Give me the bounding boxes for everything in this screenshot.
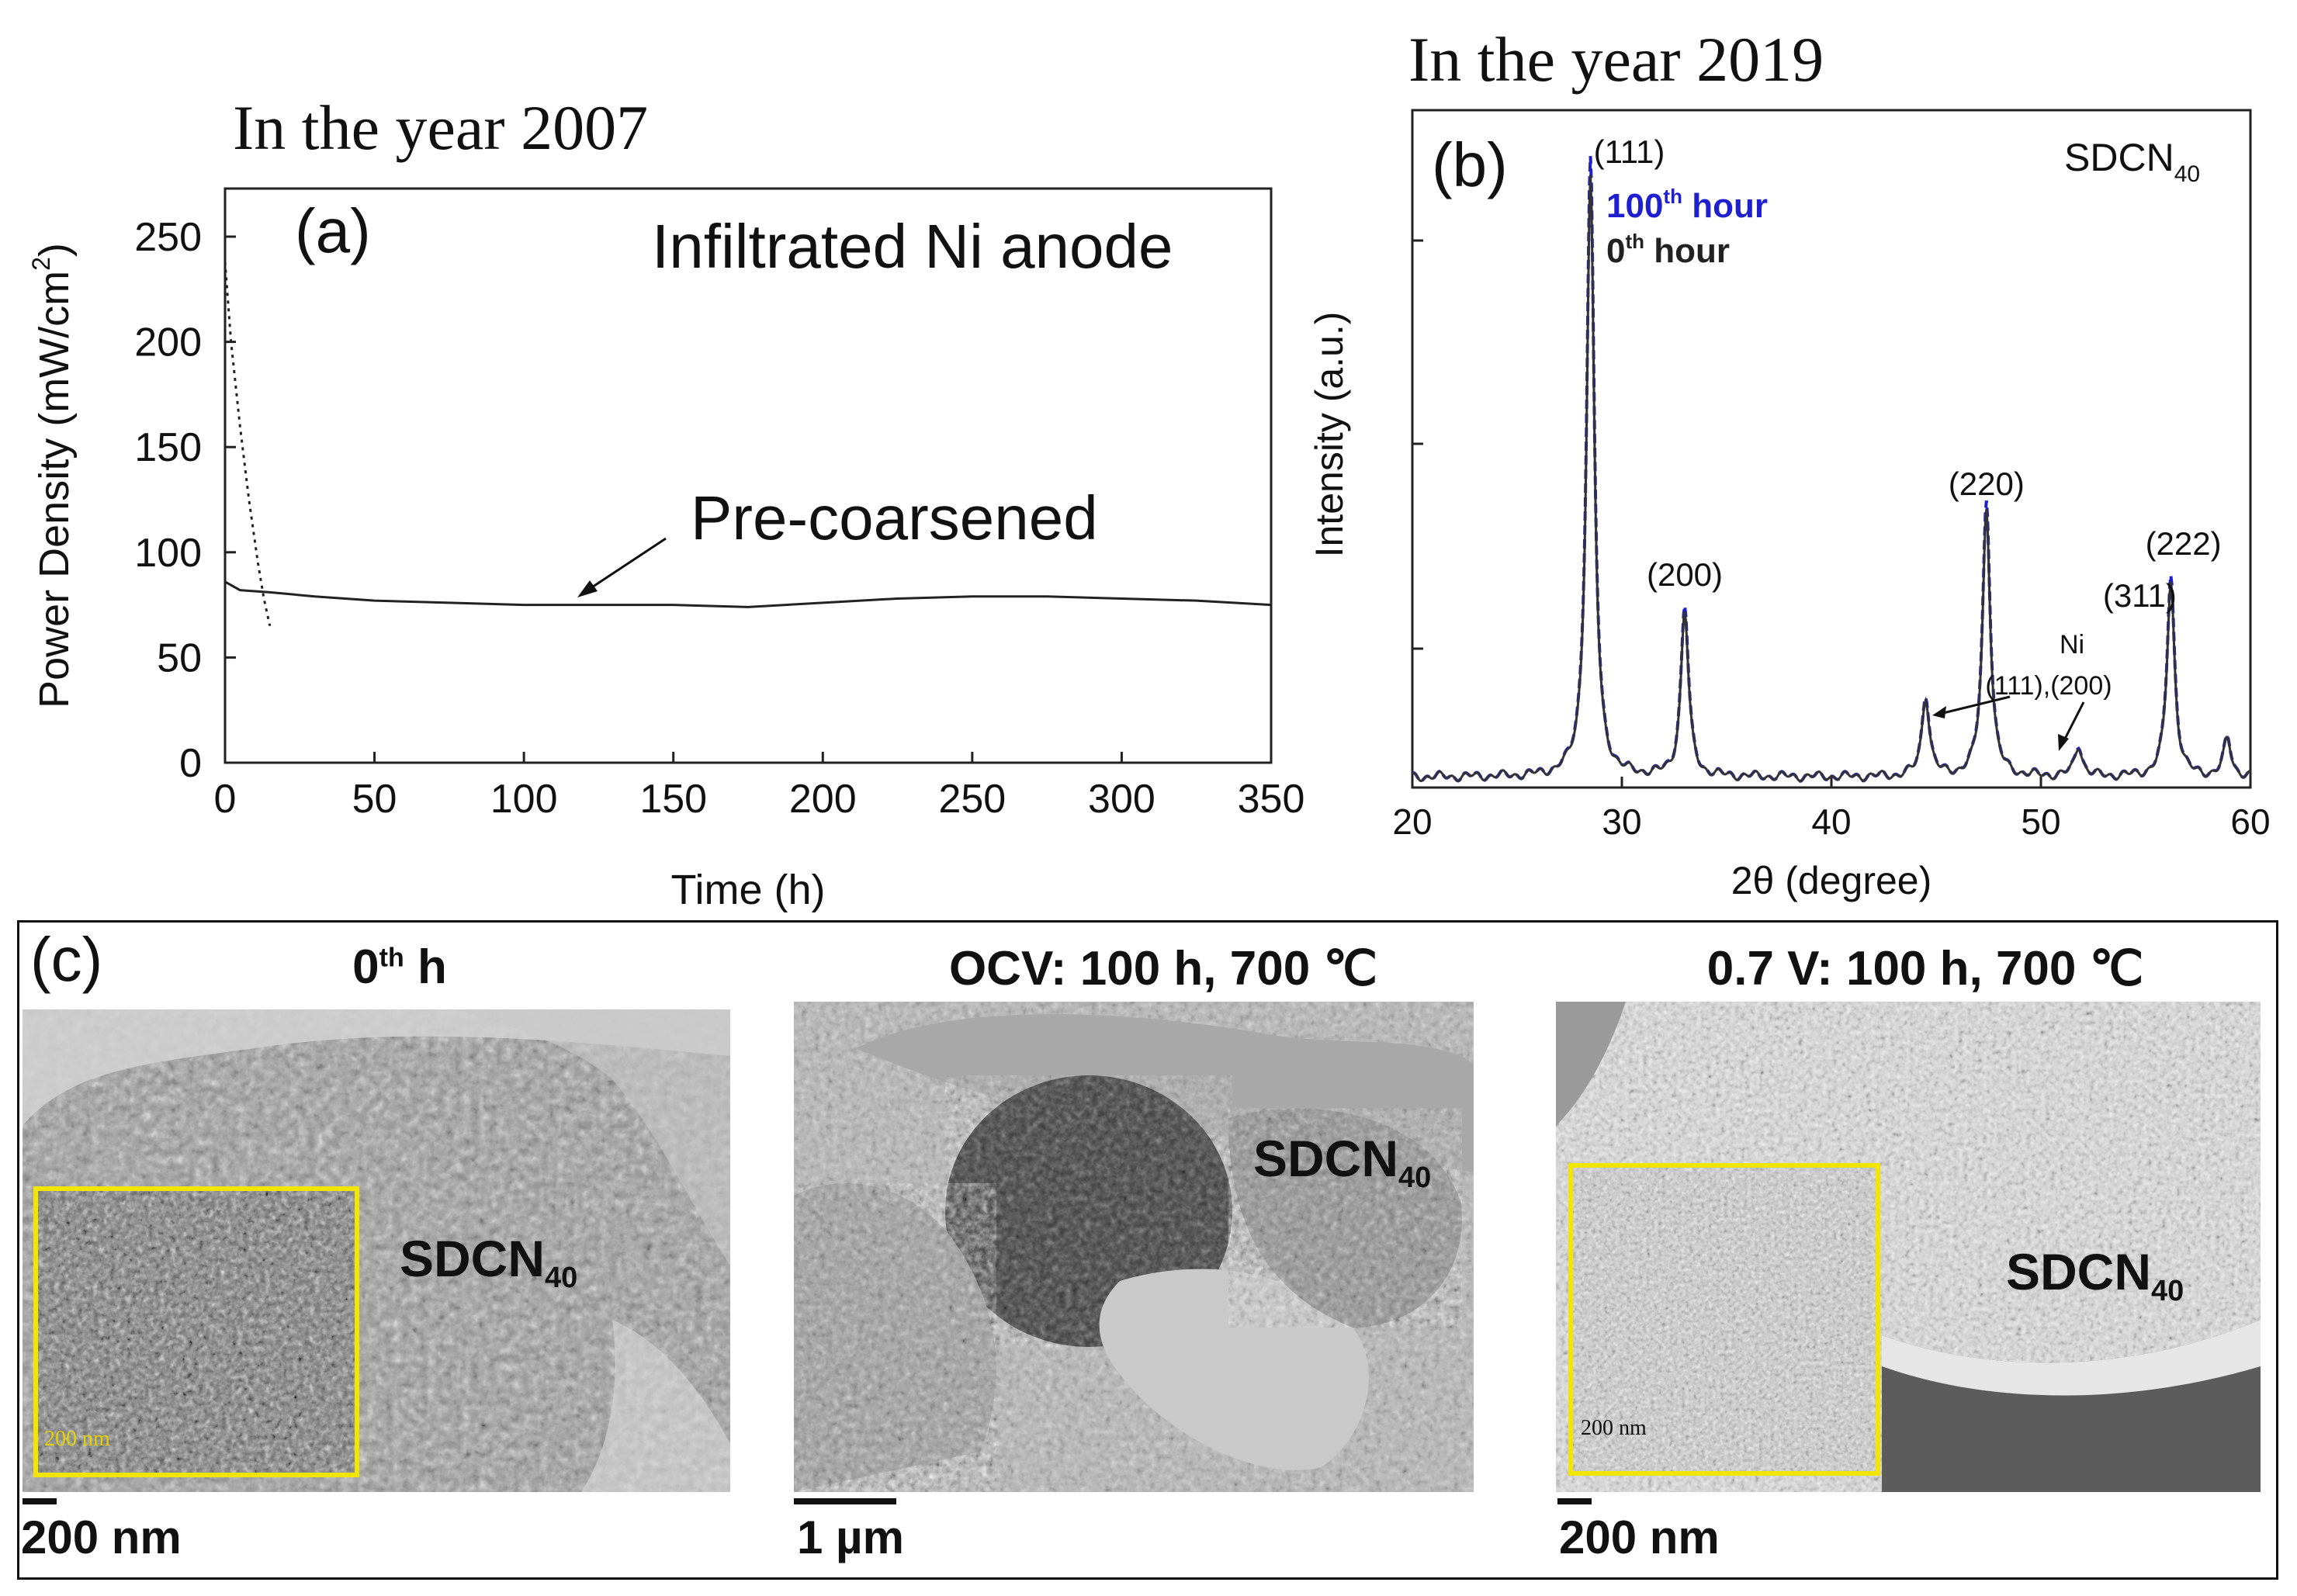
legend-100th-hour: 100th hour: [1606, 185, 1768, 225]
panel-a-chart: 0 50 100 150 200 250 300 350 0 50 100 150 200 250 (a)…: [27, 187, 1304, 913]
sem-3-title: 0.7 V: 100 h, 700 ℃: [1706, 942, 2144, 995]
a-series-pre-coarsened: [224, 580, 1272, 608]
ni-label: Ni: [2060, 630, 2084, 660]
sem-3-scale-label: 200 nm: [1559, 1511, 1720, 1563]
panel-c: (c) 0th h: [17, 920, 2278, 1580]
sem-3-sample-label: SDCN40: [2006, 1243, 2184, 1308]
panel-a-arrow-label: Pre-coarsened: [691, 483, 1098, 552]
a-ytick-label: 200: [134, 320, 202, 365]
a-ytick-label: 100: [134, 531, 202, 576]
a-xtick-label: 250: [938, 777, 1006, 822]
a-xtick-label: 300: [1088, 777, 1155, 822]
sem-2-title: OCV: 100 h, 700 ℃: [948, 942, 1378, 995]
ni-arrowhead-111: [1932, 706, 1946, 718]
b-series-0th-hour: [1412, 175, 2251, 783]
a-xtick-label: 150: [639, 777, 707, 822]
sem-1-inset: [33, 1186, 359, 1477]
a-xtick-label: 0: [214, 777, 237, 822]
b-xtick-label: 20: [1392, 801, 1432, 842]
ni-arrow-200: [2061, 701, 2085, 744]
a-xtick-label: 200: [789, 777, 857, 822]
sem-1-scale-label: 200 nm: [21, 1511, 182, 1563]
a-xtick-label: 100: [490, 777, 558, 822]
b-series-100th-hour: [1412, 156, 2251, 783]
sem-1-inset-scale: 200 nm: [44, 1427, 110, 1451]
panel-b-ticks: 20 30 40 50 60: [1392, 239, 2271, 842]
sem-2-scale-label: 1 µm: [797, 1511, 904, 1563]
sem-texture-2: [794, 1002, 1474, 1492]
a-ytick-label: 0: [179, 741, 202, 786]
b-peak-label: (111): [1594, 133, 1665, 170]
panel-a-series: [223, 261, 1272, 627]
a-series-infiltrated: [223, 261, 272, 627]
sem-3-scalebar: [1557, 1498, 1592, 1504]
sem-1-scalebar: [23, 1498, 57, 1504]
b-peak-label: (311): [2103, 577, 2177, 614]
sem-2-scalebar: [794, 1498, 896, 1504]
ni-arrowhead-200: [2058, 734, 2069, 751]
panel-b-xlabel: 2θ (degree): [1731, 859, 1932, 902]
a-xtick-label: 350: [1238, 777, 1305, 822]
panel-a-arrowhead: [577, 580, 598, 597]
panel-b-chart: 20 30 40 50 60 (111) (200) (220) (311) (222) (b)…: [1308, 109, 2271, 902]
panel-a-xlabel: Time (h): [671, 867, 826, 913]
sem-1-sample-label: SDCN40: [400, 1230, 578, 1295]
ni-planes-label: (111),(200): [1985, 671, 2112, 701]
b-xtick-label: 30: [1602, 801, 1641, 842]
b-xtick-label: 60: [2230, 801, 2270, 842]
panel-b-ylabel: Intensity (a.u.): [1308, 312, 1351, 558]
sem-3-inset-scale: 200 nm: [1581, 1416, 1647, 1440]
sem-1-inset-texture: [38, 1191, 355, 1473]
sem-image-ocv: [794, 1002, 1474, 1492]
sem-3-inset-texture: [1573, 1168, 1876, 1471]
sem-1-title: 0th h: [352, 940, 447, 994]
b-peak-label: (222): [2146, 525, 2222, 562]
a-ytick-label: 250: [134, 215, 202, 260]
panel-a-annotation-title: Infiltrated Ni anode: [652, 212, 1173, 281]
sem-2-sample-label: SDCN40: [1253, 1130, 1432, 1195]
b-peak-label: (200): [1647, 556, 1723, 593]
panel-b-frame: [1411, 109, 2252, 789]
panel-b-label: (b): [1432, 130, 1508, 199]
panel-a-ylabel: Power Density (mW/cm2): [27, 243, 78, 708]
panel-a-frame: [223, 187, 1273, 764]
ni-arrow-111: [1939, 695, 2011, 715]
b-xtick-label: 50: [2021, 801, 2060, 842]
panel-b-series: (111) (200) (220) (311) (222): [1412, 133, 2251, 783]
panel-b-year-title: In the year 2019: [1408, 24, 1824, 95]
panel-b-sample: SDCN40: [2064, 136, 2200, 187]
panel-a-ticks: 0 50 100 150 200 250 300 350 0 50 100 150 200 250: [134, 215, 1304, 822]
panel-c-label: (c): [30, 925, 103, 994]
a-xtick-label: 50: [352, 777, 397, 822]
b-peak-label: (220): [1949, 466, 2025, 502]
a-ytick-label: 50: [157, 635, 202, 680]
panel-a-year-title: In the year 2007: [233, 92, 649, 163]
sem-3-inset: [1568, 1163, 1880, 1476]
panel-a-arrow-line: [583, 537, 667, 594]
b-xtick-label: 40: [1811, 801, 1851, 842]
legend-0th-hour: 0th hour: [1606, 230, 1730, 270]
a-ytick-label: 150: [134, 425, 202, 470]
panel-a-label: (a): [295, 196, 371, 265]
